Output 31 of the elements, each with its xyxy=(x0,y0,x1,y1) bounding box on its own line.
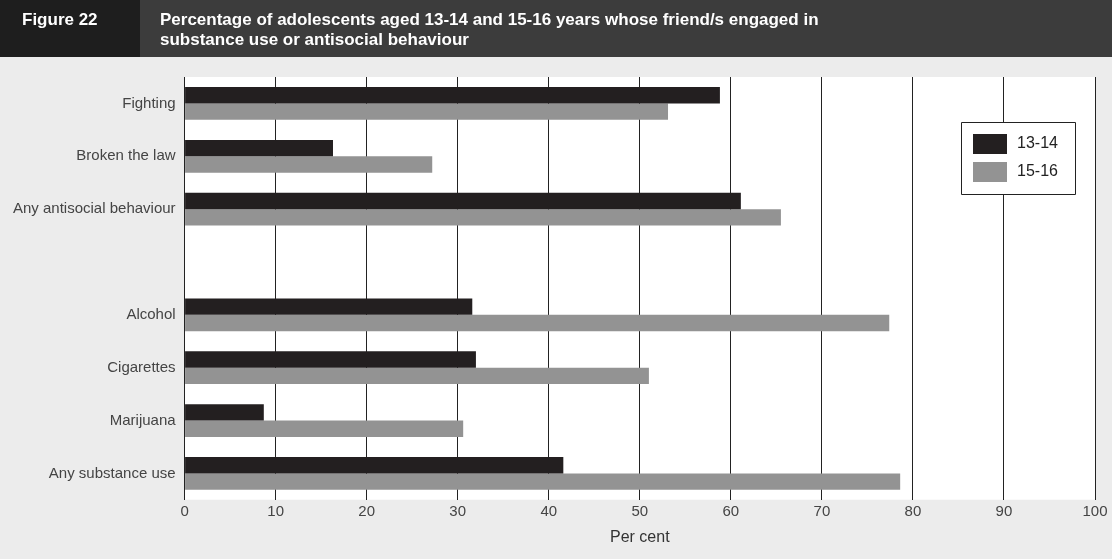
x-tick-label: 10 xyxy=(267,501,284,519)
x-axis-title: Per cent xyxy=(610,527,671,545)
x-tick-label: 30 xyxy=(449,501,467,519)
x-tick-label: 20 xyxy=(358,501,376,519)
x-tick-label: 0 xyxy=(180,501,189,519)
y-tick-label: Marijuana xyxy=(109,410,177,428)
chart-title: Percentage of adolescents aged 13-14 and 15-16 years whose friend/s engaged in substance use or antisocial behaviour xyxy=(159,9,820,51)
x-tick-label: 50 xyxy=(631,501,649,519)
x-tick-label: 90 xyxy=(995,501,1013,519)
y-tick-label: Alcohol xyxy=(126,304,176,322)
x-tick-label: 70 xyxy=(813,501,831,519)
y-tick-label: Fighting xyxy=(122,93,176,111)
bar xyxy=(185,367,649,385)
y-tick-label: Any antisocial behaviour xyxy=(12,199,176,217)
legend-label: 15-16 xyxy=(1017,162,1059,180)
legend-label: 13-14 xyxy=(1017,134,1059,152)
bar xyxy=(185,314,890,332)
y-tick-label: Cigarettes xyxy=(107,357,176,375)
x-tick-label: 40 xyxy=(540,501,558,519)
bar xyxy=(185,404,264,421)
bar xyxy=(185,209,781,226)
caption: Figure 22 xyxy=(0,0,140,57)
bar xyxy=(185,473,901,490)
bar xyxy=(185,420,464,437)
x-tick-label: 60 xyxy=(722,501,740,519)
y-tick-label: Broken the law xyxy=(76,146,176,164)
y-tick-label: Any substance use xyxy=(48,463,176,481)
bar xyxy=(185,103,669,120)
x-tick-label: 100 xyxy=(1082,501,1108,519)
x-tick-label: 80 xyxy=(904,501,922,519)
bar xyxy=(185,156,433,173)
